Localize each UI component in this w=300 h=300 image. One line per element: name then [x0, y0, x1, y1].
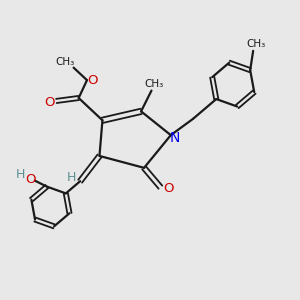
Text: O: O: [45, 96, 55, 109]
Text: CH₃: CH₃: [144, 79, 164, 89]
Text: H: H: [67, 171, 76, 184]
Text: O: O: [164, 182, 174, 195]
Text: O: O: [25, 173, 36, 186]
Text: N: N: [169, 131, 180, 145]
Text: CH₃: CH₃: [56, 57, 75, 67]
Text: CH₃: CH₃: [247, 39, 266, 49]
Text: H: H: [16, 168, 26, 181]
Text: O: O: [87, 74, 98, 87]
